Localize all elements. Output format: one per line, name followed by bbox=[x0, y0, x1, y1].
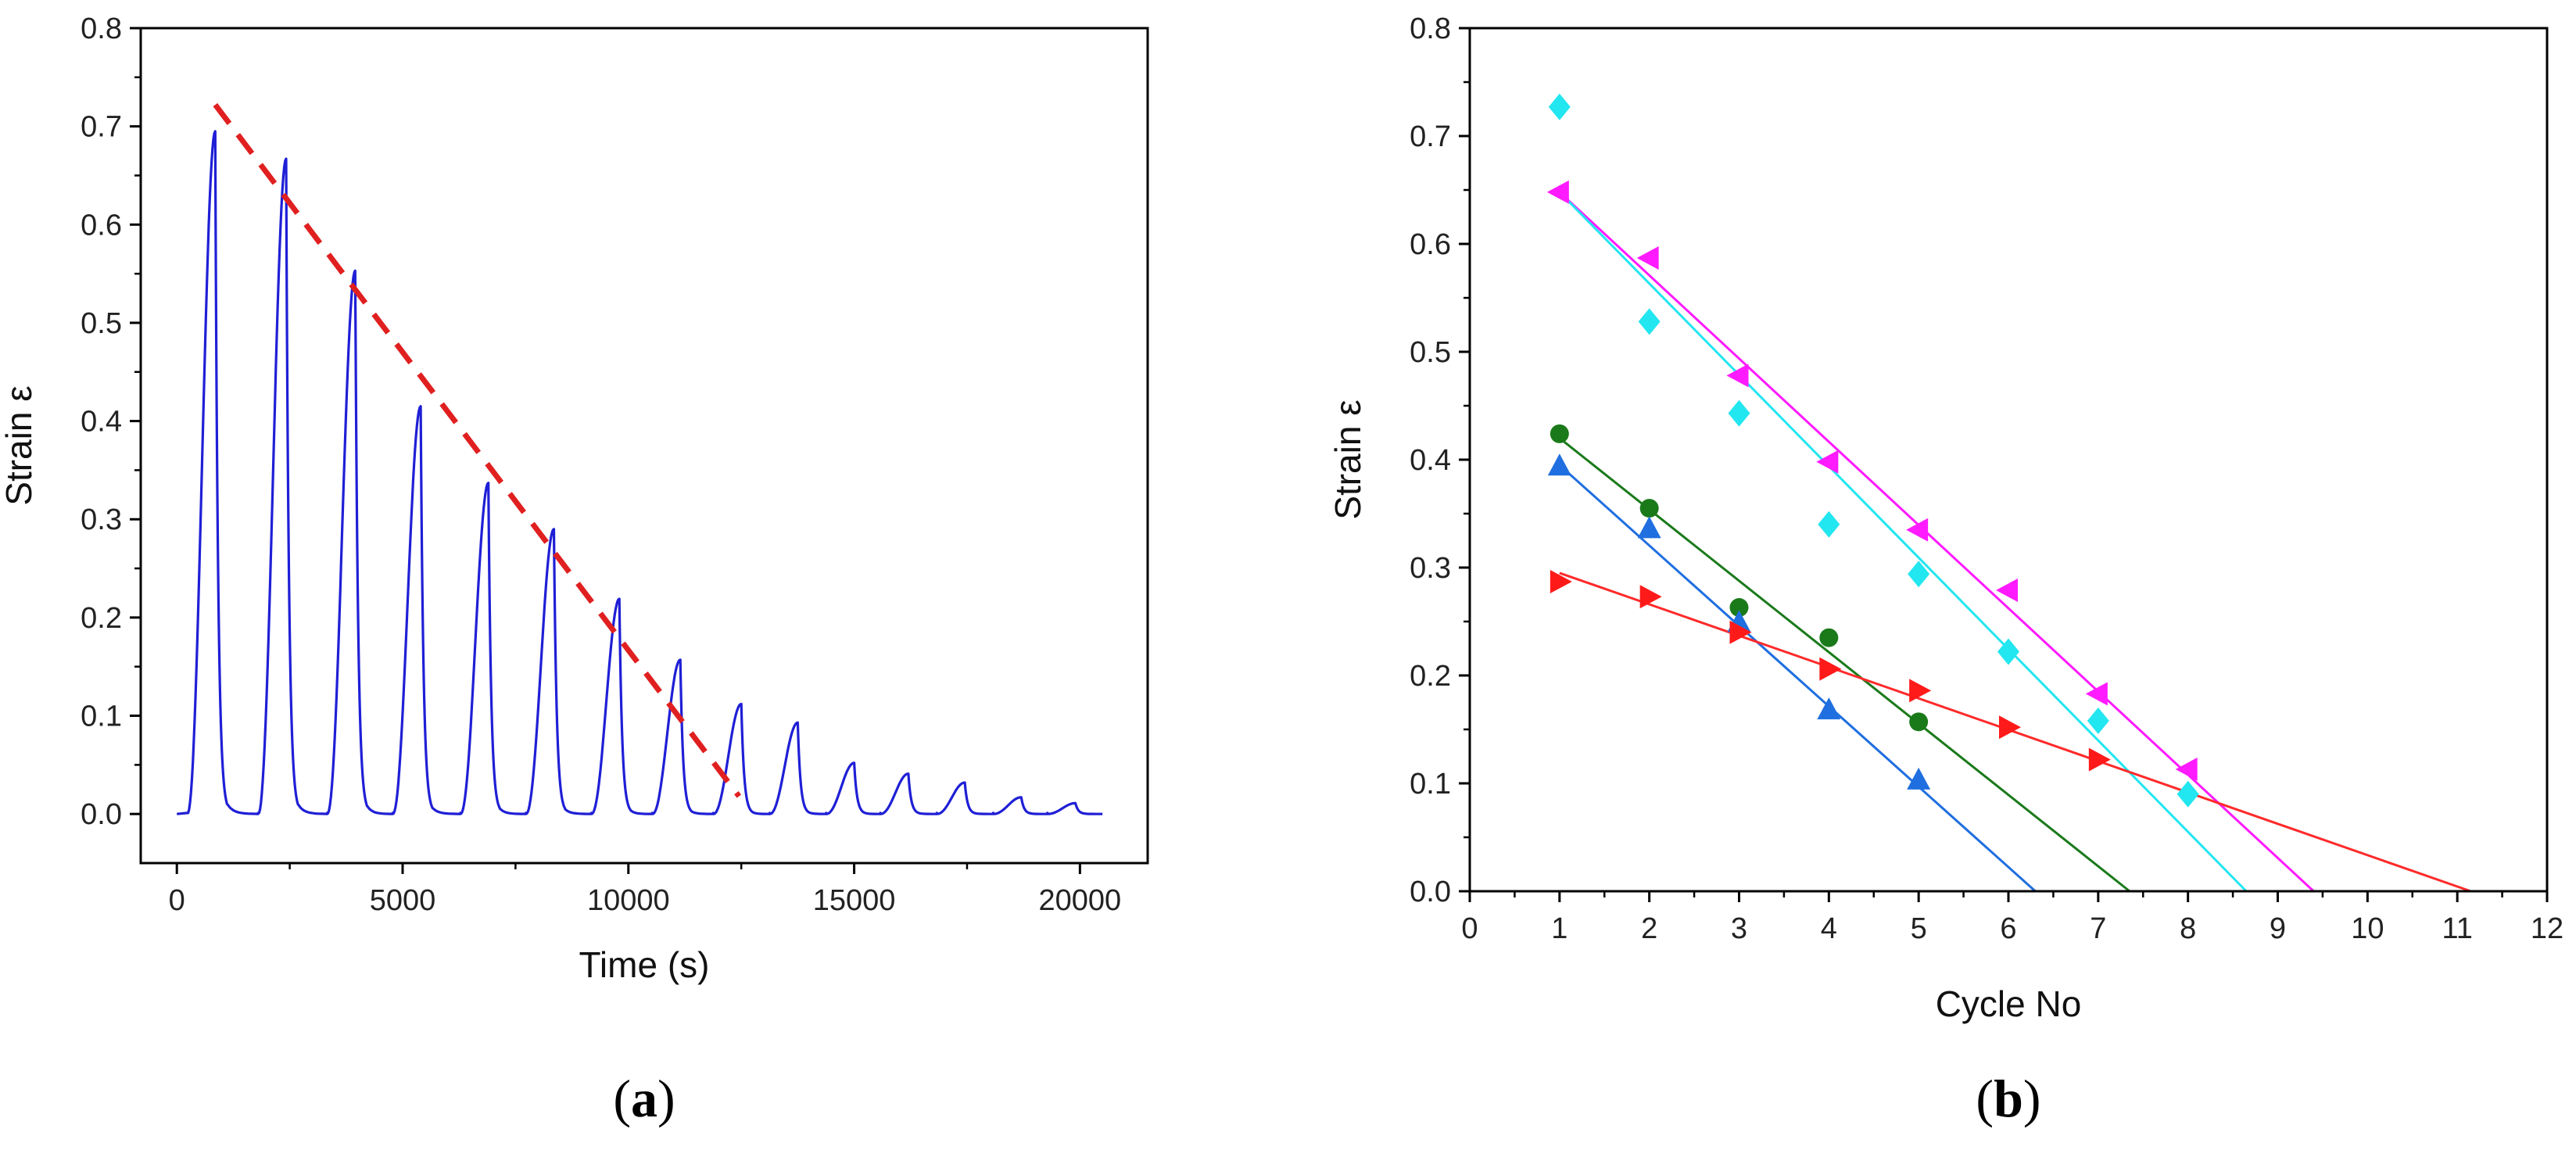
b-x-tick-label: 10 bbox=[2351, 912, 2384, 945]
cyan-fit-line bbox=[1558, 191, 2248, 893]
a-x-tick-label: 15000 bbox=[813, 884, 896, 917]
chart-b-points bbox=[1546, 93, 2199, 808]
chart-b-ticks bbox=[1459, 27, 2549, 902]
magenta-point bbox=[1546, 180, 1569, 204]
blue-point bbox=[1907, 767, 1931, 790]
magenta-fit-line bbox=[1558, 191, 2315, 893]
blue-fit-line bbox=[1558, 464, 2037, 893]
cyan-point bbox=[1908, 561, 1930, 588]
a-y-tick-label: 0.1 bbox=[81, 700, 122, 733]
green-point bbox=[1550, 424, 1569, 443]
red-point bbox=[1729, 620, 1752, 644]
magenta-point bbox=[1726, 364, 1749, 388]
b-x-tick-label: 3 bbox=[1731, 912, 1747, 945]
chart-b-panel-letter: b bbox=[1994, 1069, 2023, 1128]
chart-b-x-axis-label: Cycle No bbox=[1936, 983, 2082, 1024]
b-x-tick-label: 4 bbox=[1821, 912, 1837, 945]
trend-dashed-line bbox=[213, 102, 742, 798]
chart-b-tick-labels: 0 1 2 3 4 5 6 7 8 9 10 11 120.00.10.20.30.40.50.60.7… bbox=[1410, 13, 2563, 945]
b-x-tick-label: 2 bbox=[1641, 912, 1657, 945]
cyan-point bbox=[2087, 707, 2109, 734]
chart-a-ticks bbox=[130, 27, 1081, 874]
a-y-tick-label: 0.3 bbox=[81, 503, 122, 536]
b-y-tick-label: 0.3 bbox=[1410, 552, 1451, 585]
chart-b-fit-lines bbox=[1558, 191, 2471, 893]
magenta-point bbox=[1816, 450, 1839, 474]
chart-a-series bbox=[177, 102, 1103, 815]
magenta-point bbox=[1906, 518, 1929, 542]
chart-b: 0 1 2 3 4 5 6 7 8 9 10 11 120.00.10.20.30.40.50.60.7… bbox=[1327, 13, 2563, 1128]
blue-point bbox=[1637, 516, 1661, 539]
red-fit-line bbox=[1559, 571, 2471, 893]
chart-a-panel-letter: a bbox=[631, 1069, 657, 1128]
a-x-tick-label: 10000 bbox=[587, 884, 670, 917]
b-x-tick-label: 1 bbox=[1551, 912, 1567, 945]
a-x-tick-label: 0 bbox=[169, 884, 185, 917]
a-y-tick-label: 0.7 bbox=[81, 111, 122, 144]
b-x-tick-label: 8 bbox=[2180, 912, 2196, 945]
blue-point bbox=[1547, 453, 1571, 476]
magenta-point bbox=[1636, 245, 1659, 270]
blue-point bbox=[1817, 697, 1841, 720]
cyan-point bbox=[1728, 399, 1750, 427]
b-x-tick-label: 7 bbox=[2090, 912, 2106, 945]
magenta-point bbox=[2085, 682, 2108, 706]
green-point bbox=[1909, 712, 1929, 732]
chart-a-x-axis-label: Time (s) bbox=[579, 944, 710, 985]
red-point bbox=[2088, 747, 2111, 772]
b-y-tick-label: 0.5 bbox=[1410, 336, 1451, 369]
chart-a-frame bbox=[139, 27, 1149, 865]
cyan-point bbox=[1548, 93, 1571, 120]
cyan-point bbox=[1997, 638, 2019, 665]
chart-a: 0 5000 10000 15000 20000 0.0 0.1 0.2 0.3 0.4 0.5 0.… bbox=[0, 13, 1149, 1128]
b-y-tick-label: 0.8 bbox=[1410, 13, 1451, 45]
a-y-tick-label: 0.5 bbox=[81, 307, 122, 340]
chart-a-panel-label: (a) bbox=[613, 1069, 675, 1128]
a-y-tick-label: 0.4 bbox=[81, 406, 122, 439]
a-x-tick-label: 20000 bbox=[1039, 884, 1122, 917]
chart-a-tick-labels: 0 5000 10000 15000 20000 0.0 0.1 0.2 0.3 0.4 0.5 0.… bbox=[81, 13, 1121, 917]
red-point bbox=[1639, 585, 1662, 609]
strain-signal-line bbox=[177, 130, 1103, 815]
red-point bbox=[1999, 715, 2021, 740]
red-point bbox=[1819, 657, 1842, 681]
green-point bbox=[1819, 628, 1839, 647]
b-x-tick-label: 5 bbox=[1911, 912, 1927, 945]
a-y-tick-label: 0.0 bbox=[81, 798, 122, 831]
chart-b-panel-label: (b) bbox=[1976, 1069, 2040, 1128]
b-x-tick-label: 12 bbox=[2531, 912, 2563, 945]
b-y-tick-label: 0.1 bbox=[1410, 768, 1451, 801]
magenta-point bbox=[1996, 578, 2018, 602]
b-x-tick-label: 6 bbox=[2000, 912, 2016, 945]
b-y-tick-label: 0.4 bbox=[1410, 444, 1451, 477]
b-x-tick-label: 11 bbox=[2442, 912, 2472, 945]
b-y-tick-label: 0.6 bbox=[1410, 228, 1451, 261]
a-y-tick-label: 0.2 bbox=[81, 602, 122, 635]
red-point bbox=[1909, 679, 1932, 703]
chart-b-frame bbox=[1468, 27, 2549, 893]
chart-a-y-axis-label: Strain ε bbox=[0, 385, 39, 505]
b-x-tick-label: 0 bbox=[1461, 912, 1478, 945]
a-y-tick-label: 0.8 bbox=[81, 13, 122, 45]
cyan-point bbox=[2177, 780, 2199, 808]
cyan-point bbox=[1818, 511, 1840, 538]
a-y-tick-label: 0.6 bbox=[81, 209, 122, 242]
magenta-point bbox=[2175, 758, 2198, 782]
chart-b-y-axis-label: Strain ε bbox=[1327, 399, 1368, 519]
b-y-tick-label: 0.7 bbox=[1410, 120, 1451, 153]
red-point bbox=[1550, 569, 1572, 593]
cyan-point bbox=[1638, 308, 1661, 335]
a-x-tick-label: 5000 bbox=[370, 884, 436, 917]
green-point bbox=[1729, 598, 1749, 618]
green-point bbox=[1639, 499, 1659, 518]
b-x-tick-label: 9 bbox=[2270, 912, 2286, 945]
b-y-tick-label: 0.0 bbox=[1410, 876, 1451, 908]
b-y-tick-label: 0.2 bbox=[1410, 660, 1451, 693]
